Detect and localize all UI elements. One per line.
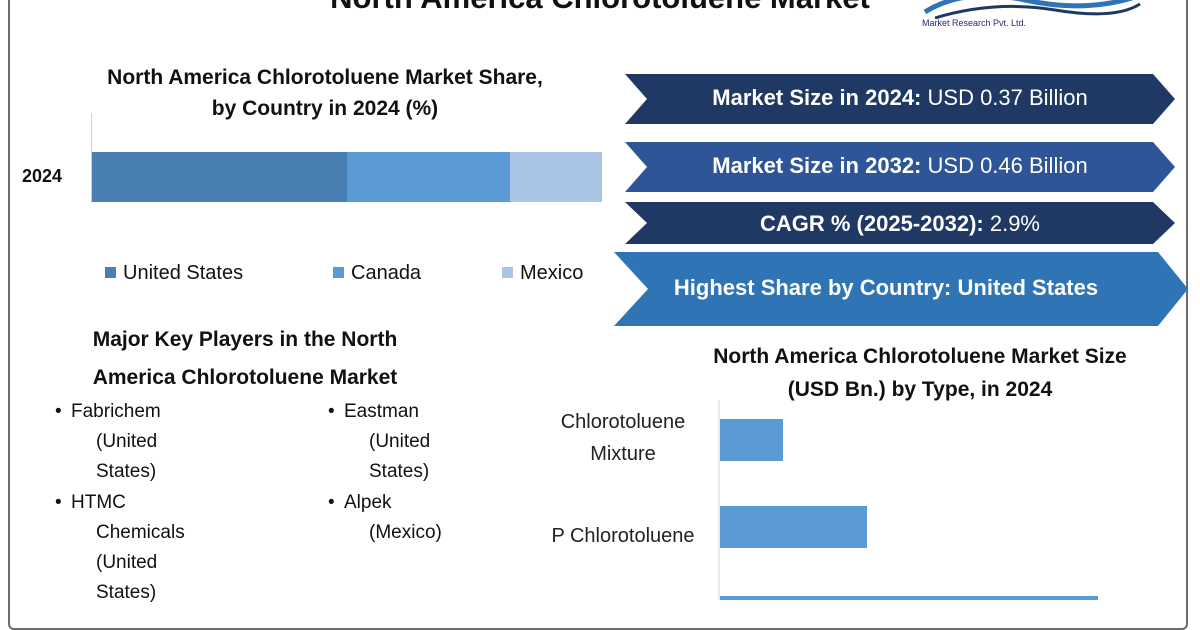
player-country: (United	[96, 431, 158, 452]
type-chart-title: North America Chlorotoluene Market Size …	[600, 340, 1200, 406]
player-country: States)	[369, 461, 430, 482]
players-title-line1: Major Key Players in the North	[92, 328, 398, 351]
logo-subtitle: Market Research Pvt. Ltd.	[922, 18, 1027, 28]
stat-label: Highest Share by Country: United States	[673, 275, 1099, 300]
player-country: (United	[369, 431, 431, 452]
legend-item-mexico: Mexico	[502, 262, 583, 285]
stat-highest-share: Highest Share by Country: United States	[614, 252, 1188, 326]
player-name: Eastman	[344, 401, 419, 422]
type-chart-title-line2: (USD Bn.) by Type, in 2024	[787, 378, 1053, 401]
stat-arrow-shape	[625, 142, 1175, 192]
legend-swatch-united-states	[105, 267, 116, 278]
stat-value: 2.9%	[983, 211, 1040, 236]
legend-item-canada: Canada	[333, 262, 421, 285]
player-country: (Mexico)	[369, 522, 442, 543]
legend-swatch-mexico	[502, 267, 513, 278]
stat-cagr: CAGR % (2025-2032): 2.9%	[625, 202, 1175, 244]
legend-label-united-states: United States	[123, 262, 244, 284]
player-item: • Fabrichem (United States)	[55, 397, 161, 487]
player-country: States)	[96, 461, 157, 482]
stat-value: USD 0.37 Billion	[921, 85, 1088, 110]
player-item: • Alpek (Mexico)	[328, 488, 442, 548]
stat-arrow-shape	[614, 252, 1188, 326]
share-chart-axis	[91, 113, 92, 203]
player-name: HTMC	[71, 492, 126, 513]
player-country: Chemicals	[96, 522, 185, 543]
player-country: (United	[96, 552, 158, 573]
player-item: • Eastman (United States)	[328, 397, 431, 487]
bullet-icon: •	[55, 492, 62, 513]
stat-market-size-2024: Market Size in 2024: USD 0.37 Billion	[625, 74, 1175, 124]
share-segment-canada	[347, 152, 511, 202]
bullet-icon: •	[55, 401, 62, 422]
player-name: Fabrichem	[71, 401, 161, 422]
share-segment-mexico	[510, 152, 602, 202]
player-name: Alpek	[344, 492, 392, 513]
player-country: States)	[96, 582, 157, 603]
share-chart-title-line1: North America Chlorotoluene Market Share…	[107, 66, 543, 89]
main-title: North America Chlorotoluene Market	[0, 0, 1200, 16]
legend-label-mexico: Mexico	[520, 262, 584, 284]
share-chart-title: North America Chlorotoluene Market Share…	[40, 62, 610, 124]
stat-label: Market Size in 2032:	[712, 153, 922, 178]
stat-value: USD 0.46 Billion	[921, 153, 1088, 178]
company-logo	[905, 0, 1145, 32]
legend-label-canada: Canada	[351, 262, 422, 284]
stat-market-size-2032: Market Size in 2032: USD 0.46 Billion	[625, 142, 1175, 192]
bullet-icon: •	[328, 492, 335, 513]
players-title-line2: America Chlorotoluene Market	[92, 366, 398, 389]
share-segment-united-states	[92, 152, 347, 202]
legend-item-united-states: United States	[105, 262, 243, 285]
stat-arrow-shape	[625, 74, 1175, 124]
stat-label: CAGR % (2025-2032):	[759, 211, 984, 236]
stat-label: Market Size in 2024:	[712, 85, 922, 110]
share-stacked-bar	[92, 152, 602, 202]
stat-arrow-shape	[625, 202, 1175, 244]
share-chart-legend: United States Canada Mexico	[105, 262, 605, 286]
legend-swatch-canada	[333, 267, 344, 278]
share-chart-category-label: 2024	[22, 166, 63, 186]
type-chart-title-line1: North America Chlorotoluene Market Size	[713, 345, 1127, 368]
player-item: • HTMC Chemicals (United States)	[55, 488, 185, 608]
share-chart-title-line2: by Country in 2024 (%)	[211, 97, 439, 120]
bullet-icon: •	[328, 401, 335, 422]
players-title: Major Key Players in the North America C…	[40, 321, 450, 397]
